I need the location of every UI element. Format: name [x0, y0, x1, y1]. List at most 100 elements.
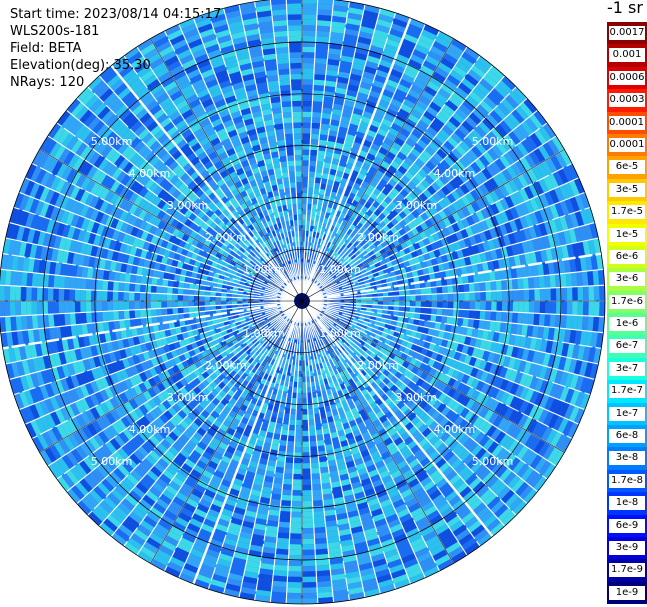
range-bin — [451, 111, 465, 125]
range-bin — [316, 267, 321, 273]
range-bin — [450, 163, 462, 175]
range-bin — [359, 269, 367, 275]
range-bin — [277, 532, 290, 539]
range-bin — [538, 126, 552, 142]
range-bin — [460, 194, 471, 207]
range-bin — [410, 176, 421, 187]
range-bin — [482, 151, 495, 165]
range-bin — [329, 249, 335, 256]
range-bin — [407, 88, 421, 100]
range-bin — [512, 176, 524, 191]
range-bin — [420, 307, 427, 314]
range-bin — [311, 484, 322, 491]
range-bin — [442, 52, 459, 65]
range-bin — [367, 124, 379, 133]
range-bin — [323, 281, 330, 287]
range-bin — [392, 93, 406, 104]
range-bin — [490, 202, 500, 216]
range-bin — [323, 280, 329, 286]
range-bin — [599, 285, 605, 301]
range-bin — [302, 430, 310, 437]
range-bin — [422, 188, 433, 199]
range-bin — [315, 30, 331, 38]
range-bin — [312, 505, 325, 512]
range-bin — [541, 160, 553, 176]
range-bin — [428, 141, 440, 153]
range-bin — [361, 162, 371, 171]
range-bin — [446, 167, 458, 179]
ray-data-layer — [0, 0, 605, 604]
range-bin — [512, 145, 525, 160]
range-bin — [31, 314, 39, 330]
range-bin — [344, 28, 360, 37]
range-bin — [494, 213, 505, 226]
range-bin — [428, 156, 440, 168]
range-bin — [524, 213, 534, 228]
range-bin — [377, 13, 394, 24]
range-bin — [280, 500, 292, 507]
range-bin — [424, 145, 436, 157]
range-bin — [302, 484, 312, 491]
range-bin — [286, 598, 302, 604]
range-bin — [391, 63, 406, 74]
range-bin — [340, 244, 347, 251]
range-bin — [542, 141, 555, 158]
range-bin — [510, 162, 523, 177]
range-bin — [501, 75, 517, 91]
range-bin — [310, 467, 321, 474]
range-bin — [314, 57, 328, 65]
range-bin — [569, 196, 580, 213]
range-bin — [479, 78, 494, 92]
range-bin — [341, 269, 348, 275]
range-bin — [325, 69, 339, 77]
range-bin — [410, 84, 424, 95]
range-bin — [478, 231, 488, 243]
range-bin — [327, 135, 337, 143]
range-bin — [562, 165, 574, 183]
range-bin — [495, 311, 502, 322]
range-bin — [387, 33, 403, 44]
range-bin — [342, 271, 349, 277]
range-bin — [404, 170, 415, 181]
range-bin — [445, 99, 459, 112]
range-bin — [499, 210, 510, 224]
range-bin — [433, 202, 443, 213]
range-bin — [461, 51, 477, 65]
range-bin — [462, 136, 475, 149]
range-bin — [292, 484, 302, 491]
range-bin — [310, 457, 319, 464]
range-bin — [318, 456, 328, 463]
range-bin — [305, 225, 310, 231]
range-bin — [316, 273, 322, 280]
ray — [303, 18, 426, 297]
range-bin — [452, 284, 459, 294]
range-bin — [450, 38, 467, 52]
range-bin — [417, 153, 429, 165]
range-bin — [347, 251, 355, 258]
range-bin — [358, 265, 365, 272]
range-bin — [361, 259, 368, 266]
range-bin — [321, 251, 327, 258]
range-bin — [335, 81, 349, 90]
range-bin — [421, 164, 433, 175]
range-bin — [279, 439, 288, 447]
range-bin — [511, 109, 525, 124]
range-bin — [534, 209, 544, 225]
range-bin — [332, 152, 342, 160]
range-bin — [316, 204, 323, 211]
range-bin — [469, 301, 476, 311]
range-bin — [337, 285, 344, 290]
range-bin — [485, 164, 498, 178]
range-bin — [322, 264, 328, 271]
range-bin — [435, 163, 447, 175]
range-bin — [478, 154, 491, 168]
range-bin — [490, 280, 497, 292]
range-bin — [543, 175, 555, 191]
range-bin — [483, 229, 493, 241]
range-bin — [341, 219, 348, 226]
range-bin — [334, 142, 344, 150]
range-bin — [335, 281, 342, 286]
range-bin — [533, 180, 545, 196]
range-bin — [308, 165, 317, 172]
range-bin — [356, 236, 364, 244]
